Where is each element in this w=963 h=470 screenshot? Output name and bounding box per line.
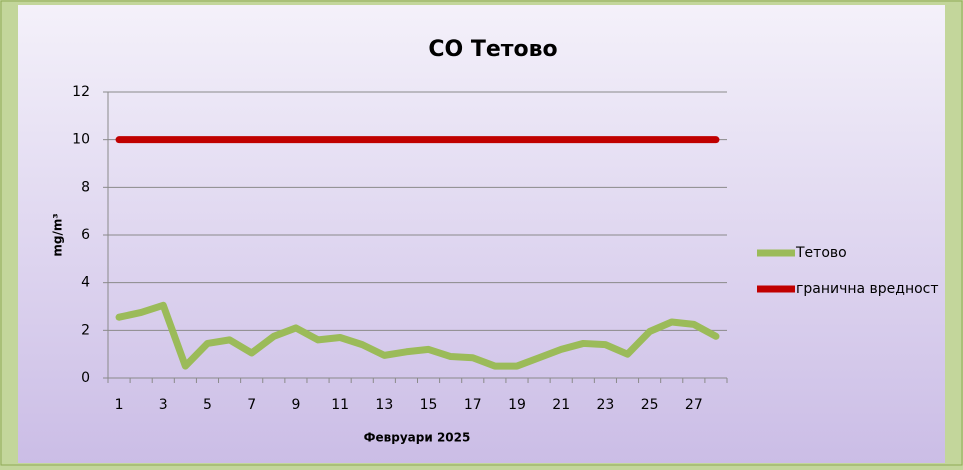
x-tick-label: 17 <box>464 397 482 413</box>
x-tick-label: 15 <box>420 397 438 413</box>
legend-label: гранична вредност <box>796 281 939 297</box>
x-axis-label: Февруари 2025 <box>364 431 471 445</box>
chart-title: CO Тетово <box>428 37 557 62</box>
x-tick-label: 7 <box>247 397 256 413</box>
x-tick-label: 25 <box>641 397 659 413</box>
x-tick-label: 3 <box>159 397 168 413</box>
y-tick-label: 8 <box>81 179 90 195</box>
y-tick-label: 6 <box>81 227 90 243</box>
y-tick-label: 10 <box>72 132 90 148</box>
x-tick-label: 1 <box>115 397 124 413</box>
legend-label: Тетово <box>795 245 847 261</box>
x-tick-label: 5 <box>203 397 212 413</box>
series-line <box>115 301 720 370</box>
x-tick-label: 9 <box>291 397 300 413</box>
x-tick-label: 23 <box>596 397 614 413</box>
x-tick-label: 13 <box>375 397 393 413</box>
x-tick-label: 11 <box>331 397 349 413</box>
y-axis-label: mg/m³ <box>51 213 65 256</box>
y-tick-label: 0 <box>81 370 90 386</box>
y-tick-label: 2 <box>81 322 90 338</box>
y-tick-label: 12 <box>72 84 90 100</box>
chart-area <box>18 5 945 463</box>
x-tick-label: 27 <box>685 397 703 413</box>
x-tick-label: 19 <box>508 397 526 413</box>
y-tick-label: 4 <box>81 275 90 291</box>
x-tick-label: 21 <box>552 397 570 413</box>
